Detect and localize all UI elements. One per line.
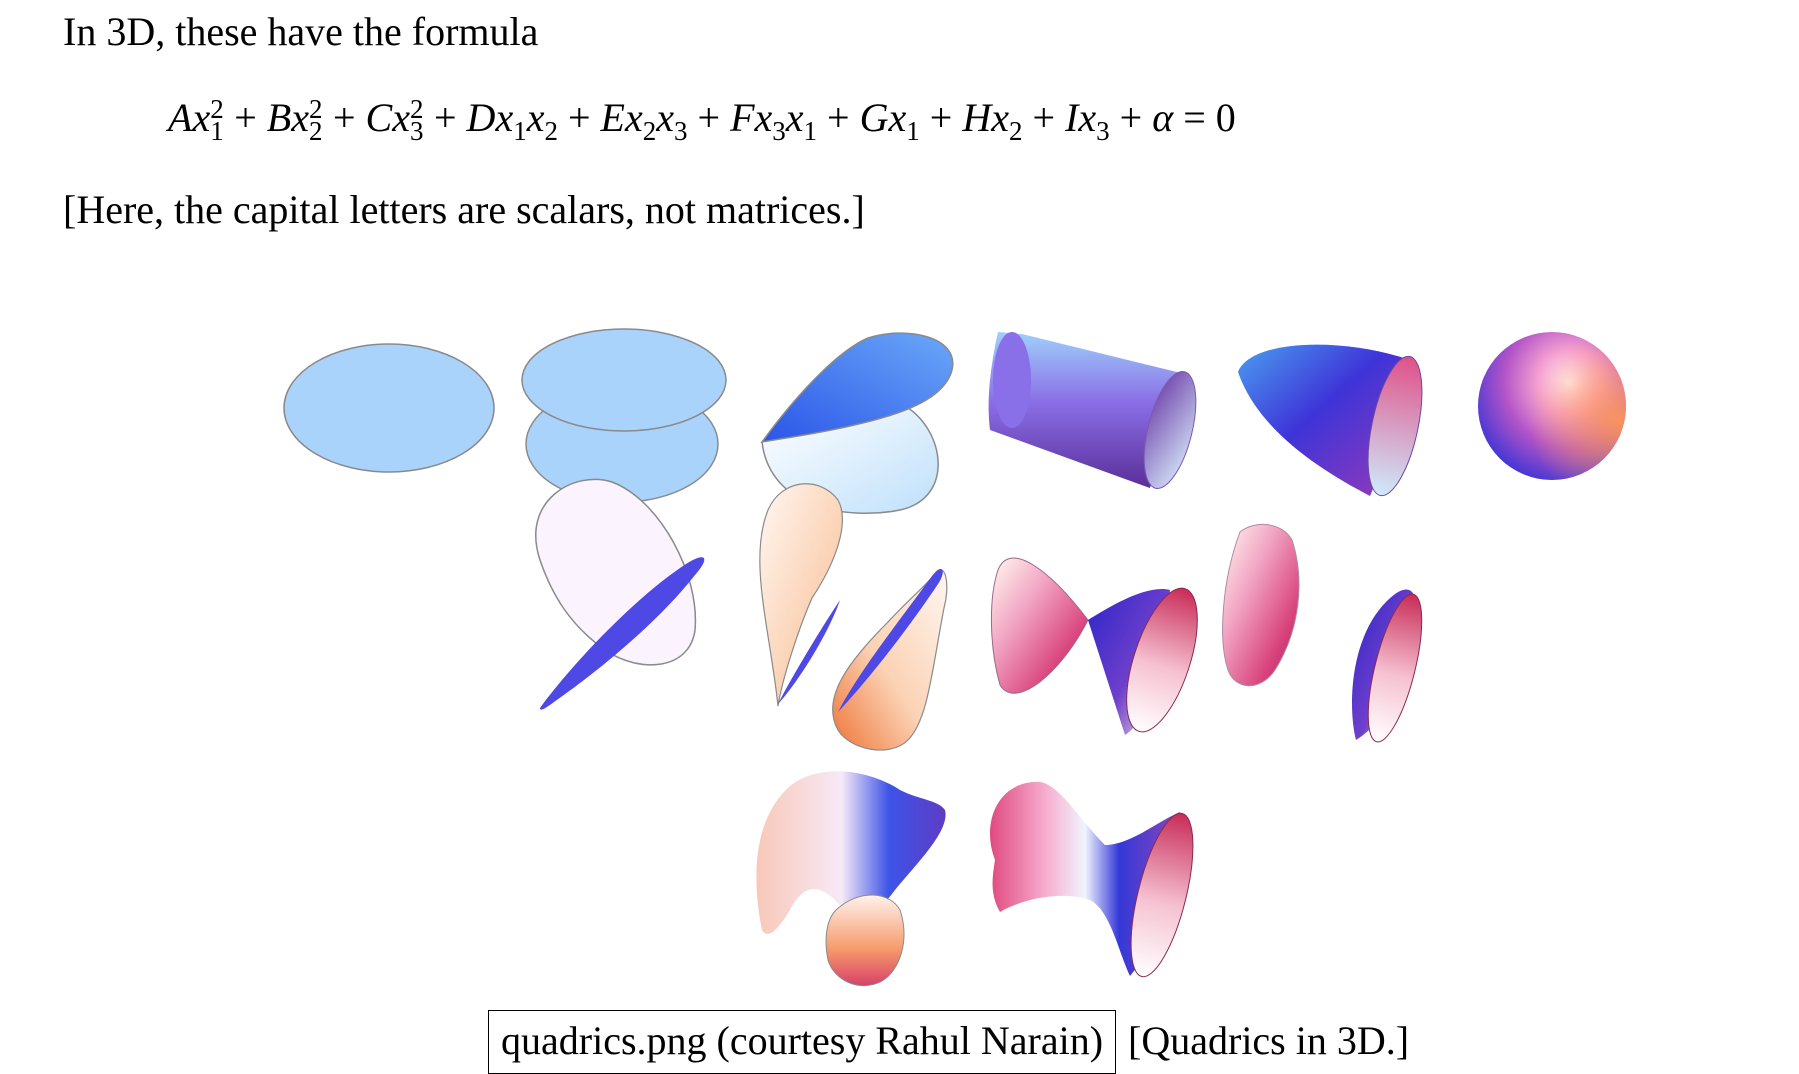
- figure-caption: quadrics.png (courtesy Rahul Narain) [Qua…: [488, 1010, 1409, 1074]
- plus-op: +: [1119, 95, 1143, 140]
- coef-f: F: [730, 95, 755, 140]
- caption-text: [Quadrics in 3D.]: [1128, 1018, 1410, 1063]
- coef-c: C: [365, 95, 393, 140]
- coef-h: H: [962, 95, 992, 140]
- plus-op: +: [234, 95, 257, 140]
- hyperboloid-one-sheet-shape: [990, 781, 1194, 978]
- ellipsoid-shape: [1478, 332, 1626, 480]
- hyperboloid-two-sheets-shape: [1222, 523, 1423, 743]
- coef-i: I: [1065, 95, 1079, 140]
- quadric-formula: Ax 2 1 + Bx 2 2 + Cx 2 3 + Dx1x2 + Ex2x3 + Fx3…: [168, 94, 1236, 146]
- intro-text: In 3D, these have the formula: [63, 9, 539, 54]
- coef-d: D: [466, 95, 496, 140]
- formula-rhs: = 0: [1183, 95, 1236, 140]
- var-x1: x: [192, 95, 211, 140]
- plus-op: +: [929, 95, 953, 140]
- plus-op: +: [1032, 95, 1056, 140]
- image-filename-box: quadrics.png (courtesy Rahul Narain): [488, 1010, 1117, 1074]
- plane-shape: [283, 343, 495, 473]
- coef-g: G: [859, 95, 889, 140]
- coef-b: B: [266, 95, 292, 140]
- quadrics-image: [283, 328, 1626, 987]
- coef-e: E: [600, 95, 625, 140]
- elliptic-cylinder-shape: [988, 332, 1197, 489]
- plus-op: +: [332, 95, 356, 140]
- hyperbolic-paraboloid-shape: [756, 771, 946, 987]
- elliptic-paraboloid-shape: [1238, 344, 1423, 497]
- plus-op: +: [827, 95, 850, 140]
- hyperbolic-cylinder-shape: [759, 483, 948, 751]
- coef-alpha: α: [1152, 95, 1174, 140]
- elliptic-cone-shape: [990, 557, 1198, 735]
- plus-op: +: [433, 95, 457, 140]
- plus-op: +: [697, 95, 721, 140]
- parabolic-cylinder-shape: [535, 478, 705, 710]
- parallel-planes-shape: [521, 328, 727, 503]
- coef-a: A: [168, 95, 193, 140]
- plus-op: +: [567, 95, 591, 140]
- note-text: [Here, the capital letters are scalars, …: [63, 187, 865, 232]
